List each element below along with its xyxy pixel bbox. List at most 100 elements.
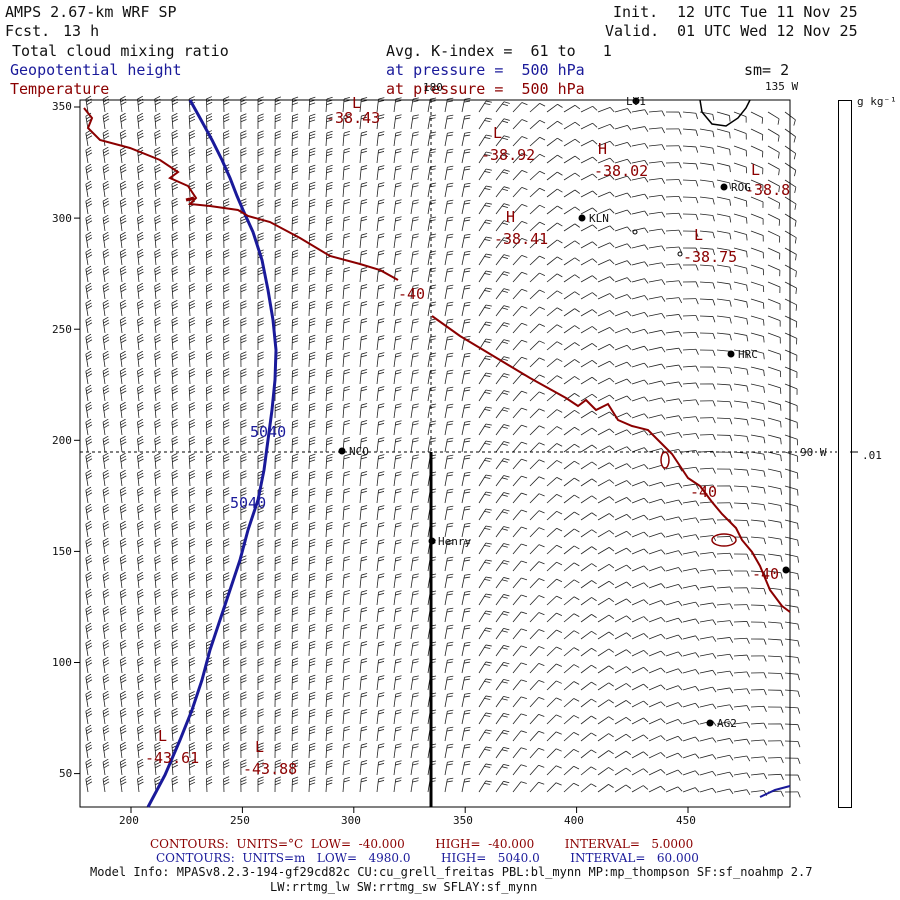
- wind-barb-shaft: [733, 721, 747, 725]
- wind-barb-feather: [412, 746, 419, 749]
- wind-barb-feather: [171, 606, 178, 610]
- wind-barb-feather: [257, 408, 264, 412]
- wind-barb-feather: [275, 660, 281, 664]
- wind-barb-shaft: [546, 460, 558, 470]
- wind-barb-feather: [86, 152, 93, 157]
- wind-barb-shaft: [342, 507, 345, 521]
- wind-barb-feather: [292, 541, 299, 545]
- wind-barb-feather: [573, 596, 580, 601]
- wind-barb-feather: [223, 116, 230, 120]
- wind-barb-feather: [556, 426, 563, 430]
- wind-barb-feather: [309, 201, 316, 205]
- wind-barb-feather: [274, 221, 281, 225]
- wind-barb-feather: [539, 221, 546, 226]
- wind-barb-feather: [171, 538, 178, 542]
- wind-barb-feather: [464, 692, 471, 695]
- wind-barb-feather: [309, 762, 316, 766]
- wind-barb-feather: [395, 117, 402, 120]
- wind-barb-feather: [395, 219, 402, 222]
- wind-barb-feather: [120, 543, 127, 548]
- wind-barb-shaft: [444, 728, 448, 742]
- wind-barb-shaft: [597, 733, 609, 742]
- wind-barb-feather: [746, 671, 750, 678]
- wind-barb-feather: [85, 282, 92, 287]
- wind-barb-feather: [189, 220, 196, 225]
- wind-barb-shaft: [529, 476, 540, 487]
- wind-barb-feather: [223, 220, 230, 225]
- wind-barb-shaft: [119, 252, 123, 266]
- wind-barb-feather: [137, 642, 144, 647]
- wind-barb-feather: [171, 470, 178, 474]
- wind-barb-shaft: [495, 424, 505, 436]
- wind-barb-feather: [120, 200, 127, 205]
- wind-barb-feather: [592, 241, 598, 246]
- wind-barb-feather: [464, 199, 471, 202]
- wind-barb-feather: [463, 151, 471, 154]
- wind-barb-feather: [557, 239, 563, 244]
- wind-barb-shaft: [546, 154, 558, 164]
- wind-barb-feather: [660, 583, 666, 589]
- wind-barb-feather: [463, 202, 471, 205]
- wind-barb-feather: [240, 425, 247, 429]
- wind-barb-feather: [485, 270, 492, 273]
- wind-barb-shaft: [546, 511, 557, 521]
- wind-barb-feather: [137, 659, 144, 664]
- wind-barb-feather: [521, 492, 528, 496]
- wind-barb-feather: [556, 612, 563, 617]
- kindex-average: Avg. K-index = 61 to 1: [386, 42, 612, 60]
- wind-barb-feather: [240, 249, 247, 253]
- wind-barb-feather: [521, 509, 528, 513]
- wind-barb-feather: [120, 727, 127, 732]
- wind-barb-feather: [275, 759, 281, 763]
- wind-barb-shaft: [512, 747, 522, 759]
- wind-barb-feather: [729, 687, 734, 694]
- wind-barb-shaft: [308, 710, 311, 725]
- wind-barb-shaft: [784, 332, 797, 339]
- wind-barb-shaft: [750, 739, 764, 742]
- wind-barb-shaft: [512, 713, 522, 725]
- wind-barb-feather: [274, 459, 281, 463]
- wind-barb-shaft: [154, 660, 157, 674]
- wind-barb-feather: [343, 167, 350, 171]
- wind-barb-shaft: [359, 643, 362, 657]
- wind-barb-feather: [137, 523, 144, 528]
- wind-barb-shaft: [188, 558, 191, 572]
- wind-barb-shaft: [85, 609, 89, 623]
- wind-barb-feather: [292, 660, 299, 664]
- wind-barb-feather: [412, 726, 419, 729]
- wind-barb-feather: [729, 755, 734, 761]
- wind-barb-shaft: [495, 390, 505, 402]
- wind-barb-feather: [395, 457, 402, 460]
- wind-barb-shaft: [119, 422, 123, 436]
- wind-barb-feather: [484, 154, 491, 157]
- wind-barb-shaft: [393, 422, 397, 436]
- wind-barb-feather: [464, 335, 471, 338]
- wind-barb-feather: [86, 659, 92, 664]
- wind-barb-shaft: [342, 456, 345, 470]
- wind-barb-feather: [378, 151, 385, 154]
- wind-barb-feather: [223, 203, 230, 208]
- wind-barb-feather: [172, 101, 178, 106]
- wind-barb-feather: [573, 647, 580, 651]
- wind-barb-shaft: [154, 286, 157, 300]
- wind-barb-feather: [189, 339, 196, 344]
- wind-barb-shaft: [119, 575, 123, 589]
- wind-barb-feather: [274, 527, 281, 531]
- wind-barb-shaft: [614, 547, 627, 555]
- wind-barb-shaft: [308, 285, 311, 300]
- wind-barb-feather: [292, 643, 299, 647]
- wind-barb-feather: [154, 333, 161, 338]
- wind-barb-feather: [609, 377, 615, 383]
- wind-barb-shaft: [85, 133, 89, 147]
- wind-barb-feather: [446, 372, 453, 375]
- wind-barb-feather: [503, 356, 510, 359]
- wind-barb-shaft: [546, 256, 558, 266]
- wind-barb-feather: [464, 267, 471, 270]
- wind-barb-shaft: [102, 99, 106, 113]
- wind-barb-shaft: [495, 271, 505, 283]
- wind-barb-feather: [275, 439, 281, 443]
- wind-barb-feather: [609, 157, 615, 163]
- wind-barb-feather: [102, 486, 109, 491]
- wind-barb-feather: [309, 323, 316, 327]
- wind-barb-feather: [137, 285, 144, 290]
